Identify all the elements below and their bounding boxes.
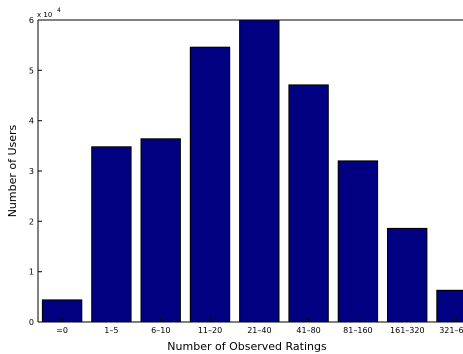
bar (436, 289, 463, 323)
x-tick-label: 161–320 (390, 326, 425, 335)
bar (239, 19, 280, 323)
y-tick-label: 5 (29, 66, 34, 75)
x-tick-label: 81–160 (343, 326, 372, 335)
bar (387, 227, 428, 323)
bar (189, 46, 231, 323)
y-multiplier-exponent: 4 (57, 7, 61, 14)
x-tick-label: 6–10 (151, 326, 170, 335)
y-tick-label: 2 (29, 217, 34, 226)
y-axis-label: Number of Users (6, 124, 19, 217)
bar (337, 160, 379, 323)
bar (91, 146, 132, 323)
x-axis-label: Number of Observed Ratings (167, 340, 327, 353)
y-tick-label: 0 (29, 318, 34, 327)
y-tick-label: 3 (29, 167, 34, 176)
y-tick-label: 6 (29, 16, 34, 25)
x-ticks-group: =0 1–5 6–10 11–20 21–40 41–80 81–160 161–320 321… (56, 318, 463, 335)
y-multiplier-base: x 10 (37, 11, 52, 19)
y-tick-label: 4 (29, 117, 34, 126)
bar (288, 84, 329, 323)
x-tick-label: 11–20 (198, 326, 222, 335)
x-tick-label: 321–640 (439, 326, 463, 335)
x-tick-label: 21–40 (247, 326, 271, 335)
bar (140, 138, 181, 323)
x-tick-label: =0 (56, 326, 68, 335)
x-tick-label: 41–80 (296, 326, 320, 335)
x-tick-label: 1–5 (104, 326, 118, 335)
y-tick-label: 1 (29, 268, 34, 277)
